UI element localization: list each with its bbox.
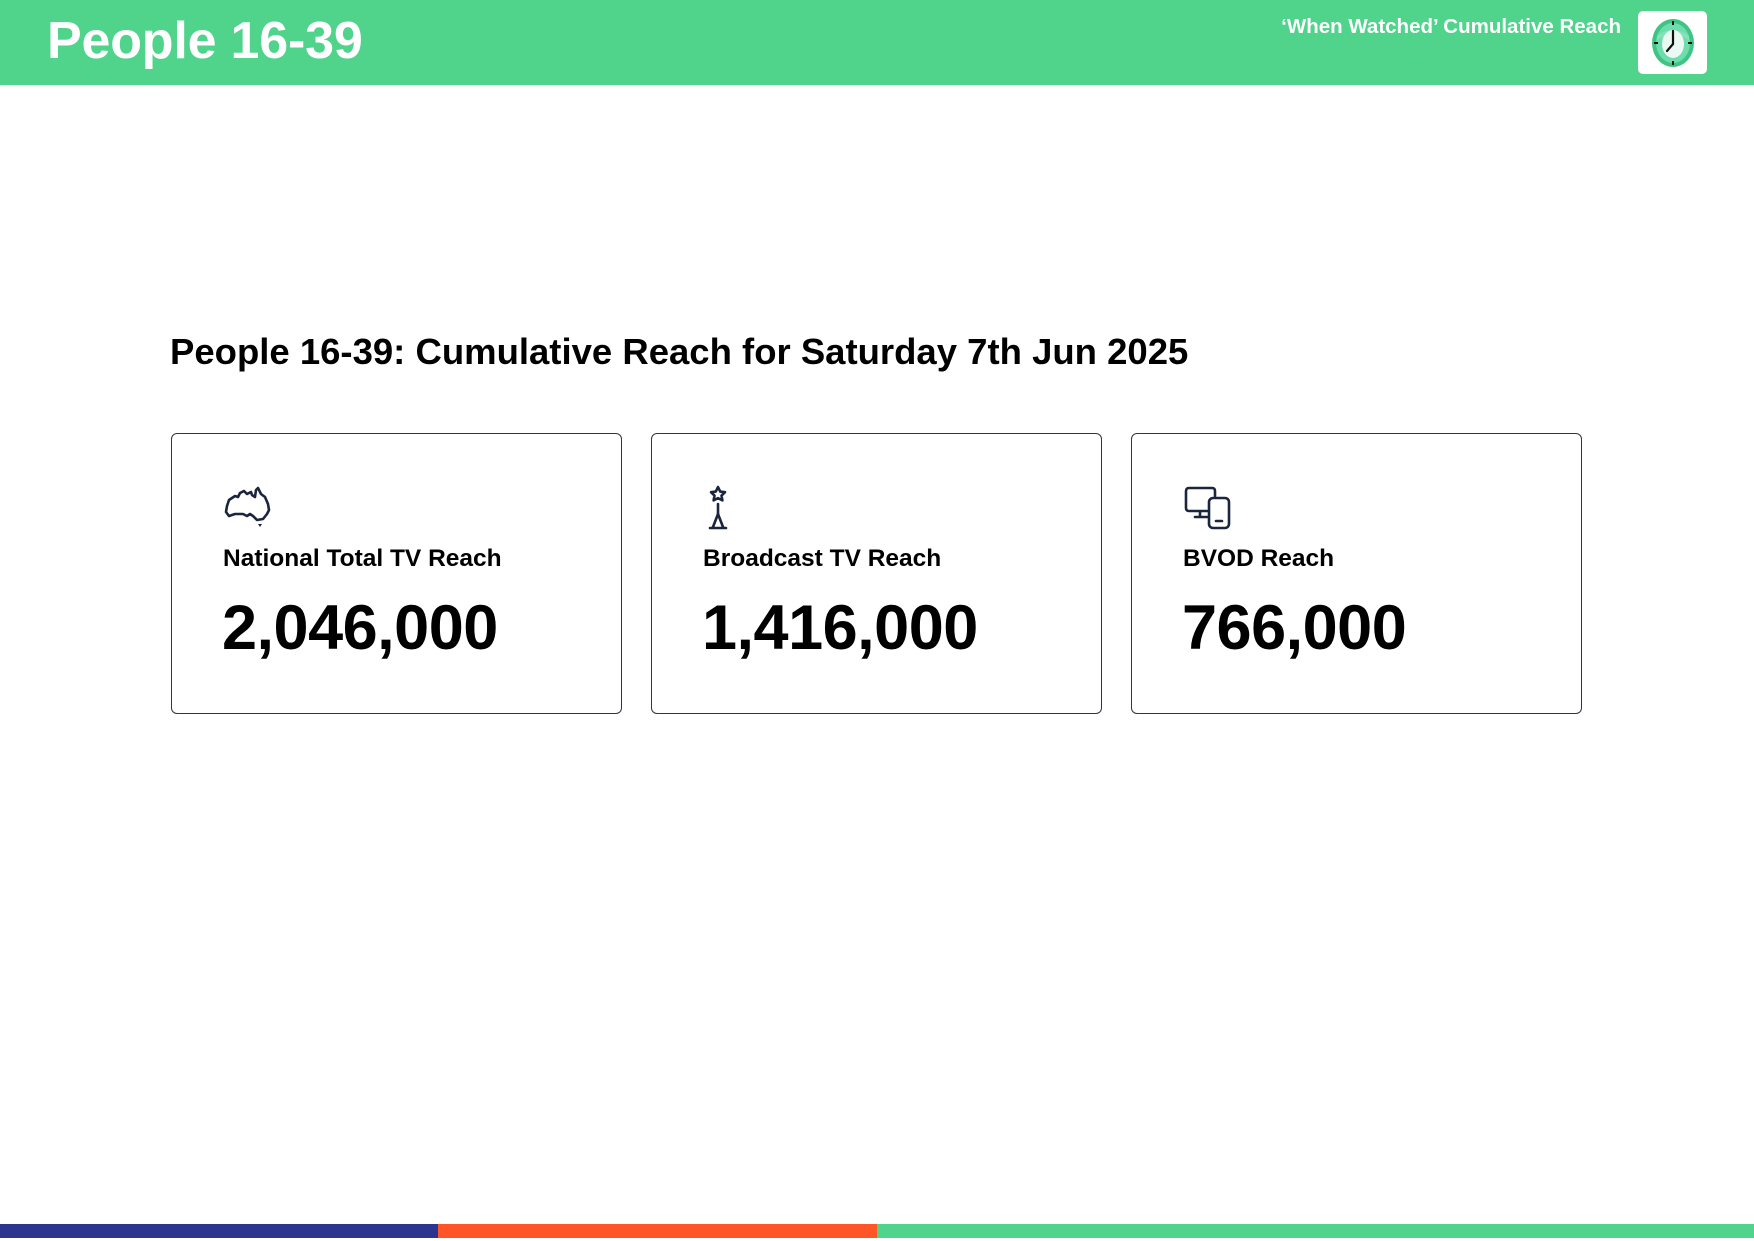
bvod-reach-card: BVOD Reach 766,000 <box>1131 433 1582 714</box>
section-title: People 16-39: Cumulative Reach for Satur… <box>170 331 1189 372</box>
card-label: National Total TV Reach <box>223 545 502 572</box>
card-value: 1,416,000 <box>702 593 978 663</box>
footer-color-bar <box>0 1224 1754 1238</box>
card-value: 2,046,000 <box>222 593 498 663</box>
clock-badge <box>1638 11 1707 74</box>
broadcast-tv-reach-card: Broadcast TV Reach 1,416,000 <box>651 433 1102 714</box>
card-label: BVOD Reach <box>1183 545 1335 572</box>
report-type-label: ‘When Watched’ Cumulative Reach <box>1281 15 1621 38</box>
broadcast-tower-icon <box>708 485 728 530</box>
national-total-tv-reach-card: National Total TV Reach 2,046,000 <box>171 433 622 714</box>
australia-map-icon <box>224 486 271 527</box>
clock-icon <box>1651 18 1694 67</box>
footer-stripe-green <box>877 1224 1754 1238</box>
page-title: People 16-39 <box>47 12 363 70</box>
header-bar: People 16-39 ‘When Watched’ Cumulative R… <box>0 0 1754 85</box>
footer-stripe-navy <box>0 1224 438 1238</box>
devices-icon <box>1184 486 1231 530</box>
card-value: 766,000 <box>1182 593 1407 663</box>
card-label: Broadcast TV Reach <box>703 545 942 572</box>
footer-stripe-orange <box>438 1224 877 1238</box>
